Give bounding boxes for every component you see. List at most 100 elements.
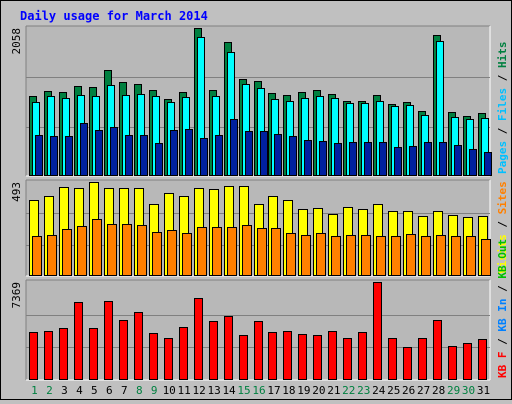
bar-top-pages-3	[65, 136, 73, 176]
x-tick-label-26: 26	[402, 384, 415, 397]
chart-title: Daily usage for March 2014	[20, 9, 208, 23]
bar-top-pages-12	[200, 138, 208, 176]
x-tick-label-16: 16	[252, 384, 265, 397]
x-tick-label-31: 31	[477, 384, 490, 397]
x-tick-label-4: 4	[76, 384, 83, 397]
bar-top-pages-11	[185, 129, 193, 176]
max-label-top: 2058	[10, 28, 23, 55]
x-tick-label-23: 23	[357, 384, 370, 397]
x-tick-label-17: 17	[267, 384, 280, 397]
bar-middle-sites-16	[257, 228, 267, 276]
bar-bottom-kb-f-5	[89, 328, 98, 380]
bar-middle-sites-5	[92, 219, 102, 276]
bar-top-pages-21	[334, 143, 342, 176]
x-tick-label-27: 27	[417, 384, 430, 397]
series-legend-bottom: KB F / KB In / KB Out	[496, 239, 509, 378]
legend-entry-middle-1: /	[496, 214, 509, 234]
bar-bottom-kb-f-24	[373, 282, 382, 380]
x-tick-label-21: 21	[327, 384, 340, 397]
x-tick-label-11: 11	[178, 384, 191, 397]
x-tick-label-9: 9	[151, 384, 158, 397]
bar-top-pages-7	[125, 135, 133, 176]
bar-top-pages-24	[379, 142, 387, 176]
legend-entry-bottom-0: KB F	[496, 352, 509, 379]
bar-bottom-kb-f-9	[149, 333, 158, 380]
bar-top-pages-8	[140, 135, 148, 176]
bar-middle-sites-12	[197, 227, 207, 276]
bar-middle-sites-3	[62, 229, 72, 276]
bar-middle-sites-26	[406, 234, 416, 276]
bar-bottom-kb-f-26	[403, 347, 412, 380]
bar-middle-sites-25	[391, 236, 401, 276]
legend-entry-bottom-3: /	[496, 279, 509, 299]
bar-top-pages-25	[394, 147, 402, 176]
bar-bottom-kb-f-4	[74, 302, 83, 380]
bar-top-pages-18	[289, 136, 297, 176]
x-tick-label-10: 10	[163, 384, 176, 397]
bar-bottom-kb-f-17	[268, 332, 277, 380]
x-tick-label-6: 6	[106, 384, 113, 397]
max-label-bottom: 7369	[10, 282, 23, 309]
bar-middle-sites-10	[167, 230, 177, 276]
bar-middle-sites-21	[331, 236, 341, 276]
x-tick-label-30: 30	[462, 384, 475, 397]
legend-entry-bottom-1: /	[496, 332, 509, 352]
bar-bottom-kb-f-30	[463, 343, 472, 380]
bar-middle-sites-28	[436, 235, 446, 276]
legend-entry-bottom-2: KB In	[496, 299, 509, 332]
bar-top-pages-9	[155, 143, 163, 176]
bar-middle-sites-6	[107, 224, 117, 276]
bar-top-pages-6	[110, 127, 118, 176]
bar-top-pages-17	[274, 134, 282, 176]
bar-bottom-kb-f-23	[358, 332, 367, 380]
legend-entry-top-0: Pages	[496, 141, 509, 174]
bar-middle-sites-17	[271, 228, 281, 276]
x-tick-label-2: 2	[46, 384, 53, 397]
bar-bottom-kb-f-28	[433, 320, 442, 380]
bar-top-pages-27	[424, 142, 432, 176]
legend-entry-middle-2: Sites	[496, 181, 509, 214]
bar-bottom-kb-f-25	[388, 338, 397, 380]
bar-middle-sites-8	[137, 225, 147, 276]
bar-top-pages-4	[80, 123, 88, 176]
bar-bottom-kb-f-19	[298, 334, 307, 380]
x-tick-label-5: 5	[91, 384, 98, 397]
series-legend-middle: Visits / Sites	[496, 181, 509, 274]
bar-bottom-kb-f-20	[313, 335, 322, 380]
legend-entry-top-2: Files	[496, 88, 509, 121]
x-tick-label-7: 7	[121, 384, 128, 397]
x-tick-label-8: 8	[136, 384, 143, 397]
x-tick-label-24: 24	[372, 384, 386, 397]
bar-middle-sites-1	[32, 236, 42, 276]
bar-bottom-kb-f-15	[239, 335, 248, 380]
legend-entry-bottom-4: KB Out	[496, 239, 509, 279]
legend-entry-top-3: /	[496, 68, 509, 88]
x-tick-label-22: 22	[342, 384, 355, 397]
bar-middle-sites-27	[421, 236, 431, 276]
bar-middle-sites-2	[47, 235, 57, 276]
bar-bottom-kb-f-12	[194, 298, 203, 380]
bar-bottom-kb-f-7	[119, 320, 128, 380]
bar-bottom-kb-f-1	[29, 332, 38, 380]
bar-middle-sites-29	[451, 236, 461, 276]
bar-top-pages-28	[439, 142, 447, 176]
bar-middle-sites-19	[301, 235, 311, 276]
x-tick-label-15: 15	[237, 384, 250, 397]
legend-entry-top-4: Hits	[496, 42, 509, 69]
bar-bottom-kb-f-8	[134, 312, 143, 380]
bar-top-pages-20	[319, 141, 327, 176]
x-tick-label-28: 28	[432, 384, 445, 397]
bar-top-pages-15	[245, 131, 253, 176]
x-tick-label-20: 20	[312, 384, 325, 397]
bar-bottom-kb-f-2	[44, 331, 53, 380]
bar-top-pages-13	[215, 135, 223, 176]
bar-top-pages-29	[454, 145, 462, 176]
x-tick-label-3: 3	[61, 384, 68, 397]
bar-bottom-kb-f-16	[254, 321, 263, 380]
bar-top-pages-10	[170, 130, 178, 176]
x-tick-label-12: 12	[193, 384, 206, 397]
bar-middle-sites-22	[346, 235, 356, 276]
bar-bottom-kb-f-13	[209, 321, 218, 380]
